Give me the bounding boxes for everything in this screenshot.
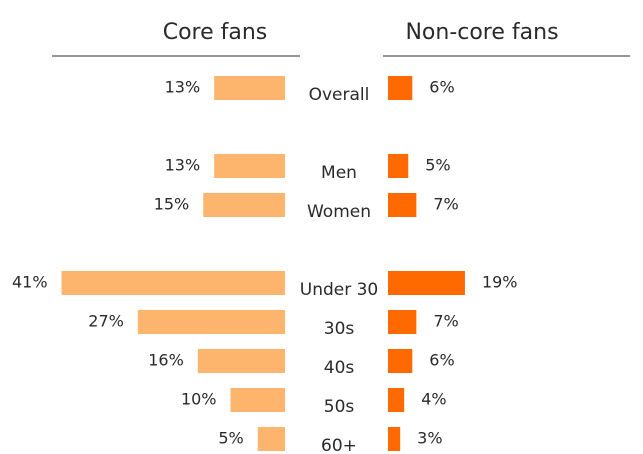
bar [388,76,413,100]
bar [257,427,285,451]
bar [388,271,465,295]
value-label: 19% [482,273,518,292]
bar [61,271,285,295]
bar [137,310,285,334]
value-label: 41% [12,273,48,292]
value-label: 3% [417,429,442,448]
category-label: 40s [324,358,355,378]
bar [203,193,285,217]
category-label: Men [321,163,357,183]
value-label: 15% [154,195,190,214]
value-label: 27% [88,312,124,331]
value-label: 6% [429,351,454,370]
bar [388,193,417,217]
value-label: 7% [433,312,458,331]
bar [388,388,405,412]
category-label: 30s [324,319,355,339]
value-label: 16% [148,351,184,370]
bar [388,310,417,334]
bar [197,349,285,373]
bar [388,349,413,373]
bar [214,76,285,100]
value-label: 10% [181,390,217,409]
series-header: Core fans [163,20,268,45]
value-label: 4% [421,390,446,409]
value-label: 7% [433,195,458,214]
value-label: 13% [165,78,201,97]
value-label: 6% [429,78,454,97]
series-header: Non-core fans [405,20,558,45]
value-label: 13% [165,156,201,175]
bar [388,427,401,451]
category-label: 60+ [321,436,357,454]
value-label: 5% [218,429,243,448]
category-label: Overall [309,85,370,105]
bar [230,388,285,412]
bar [388,154,409,178]
value-label: 5% [425,156,450,175]
category-label: 50s [324,397,355,417]
bar [214,154,285,178]
category-label: Women [307,202,371,222]
category-label: Under 30 [300,280,379,300]
